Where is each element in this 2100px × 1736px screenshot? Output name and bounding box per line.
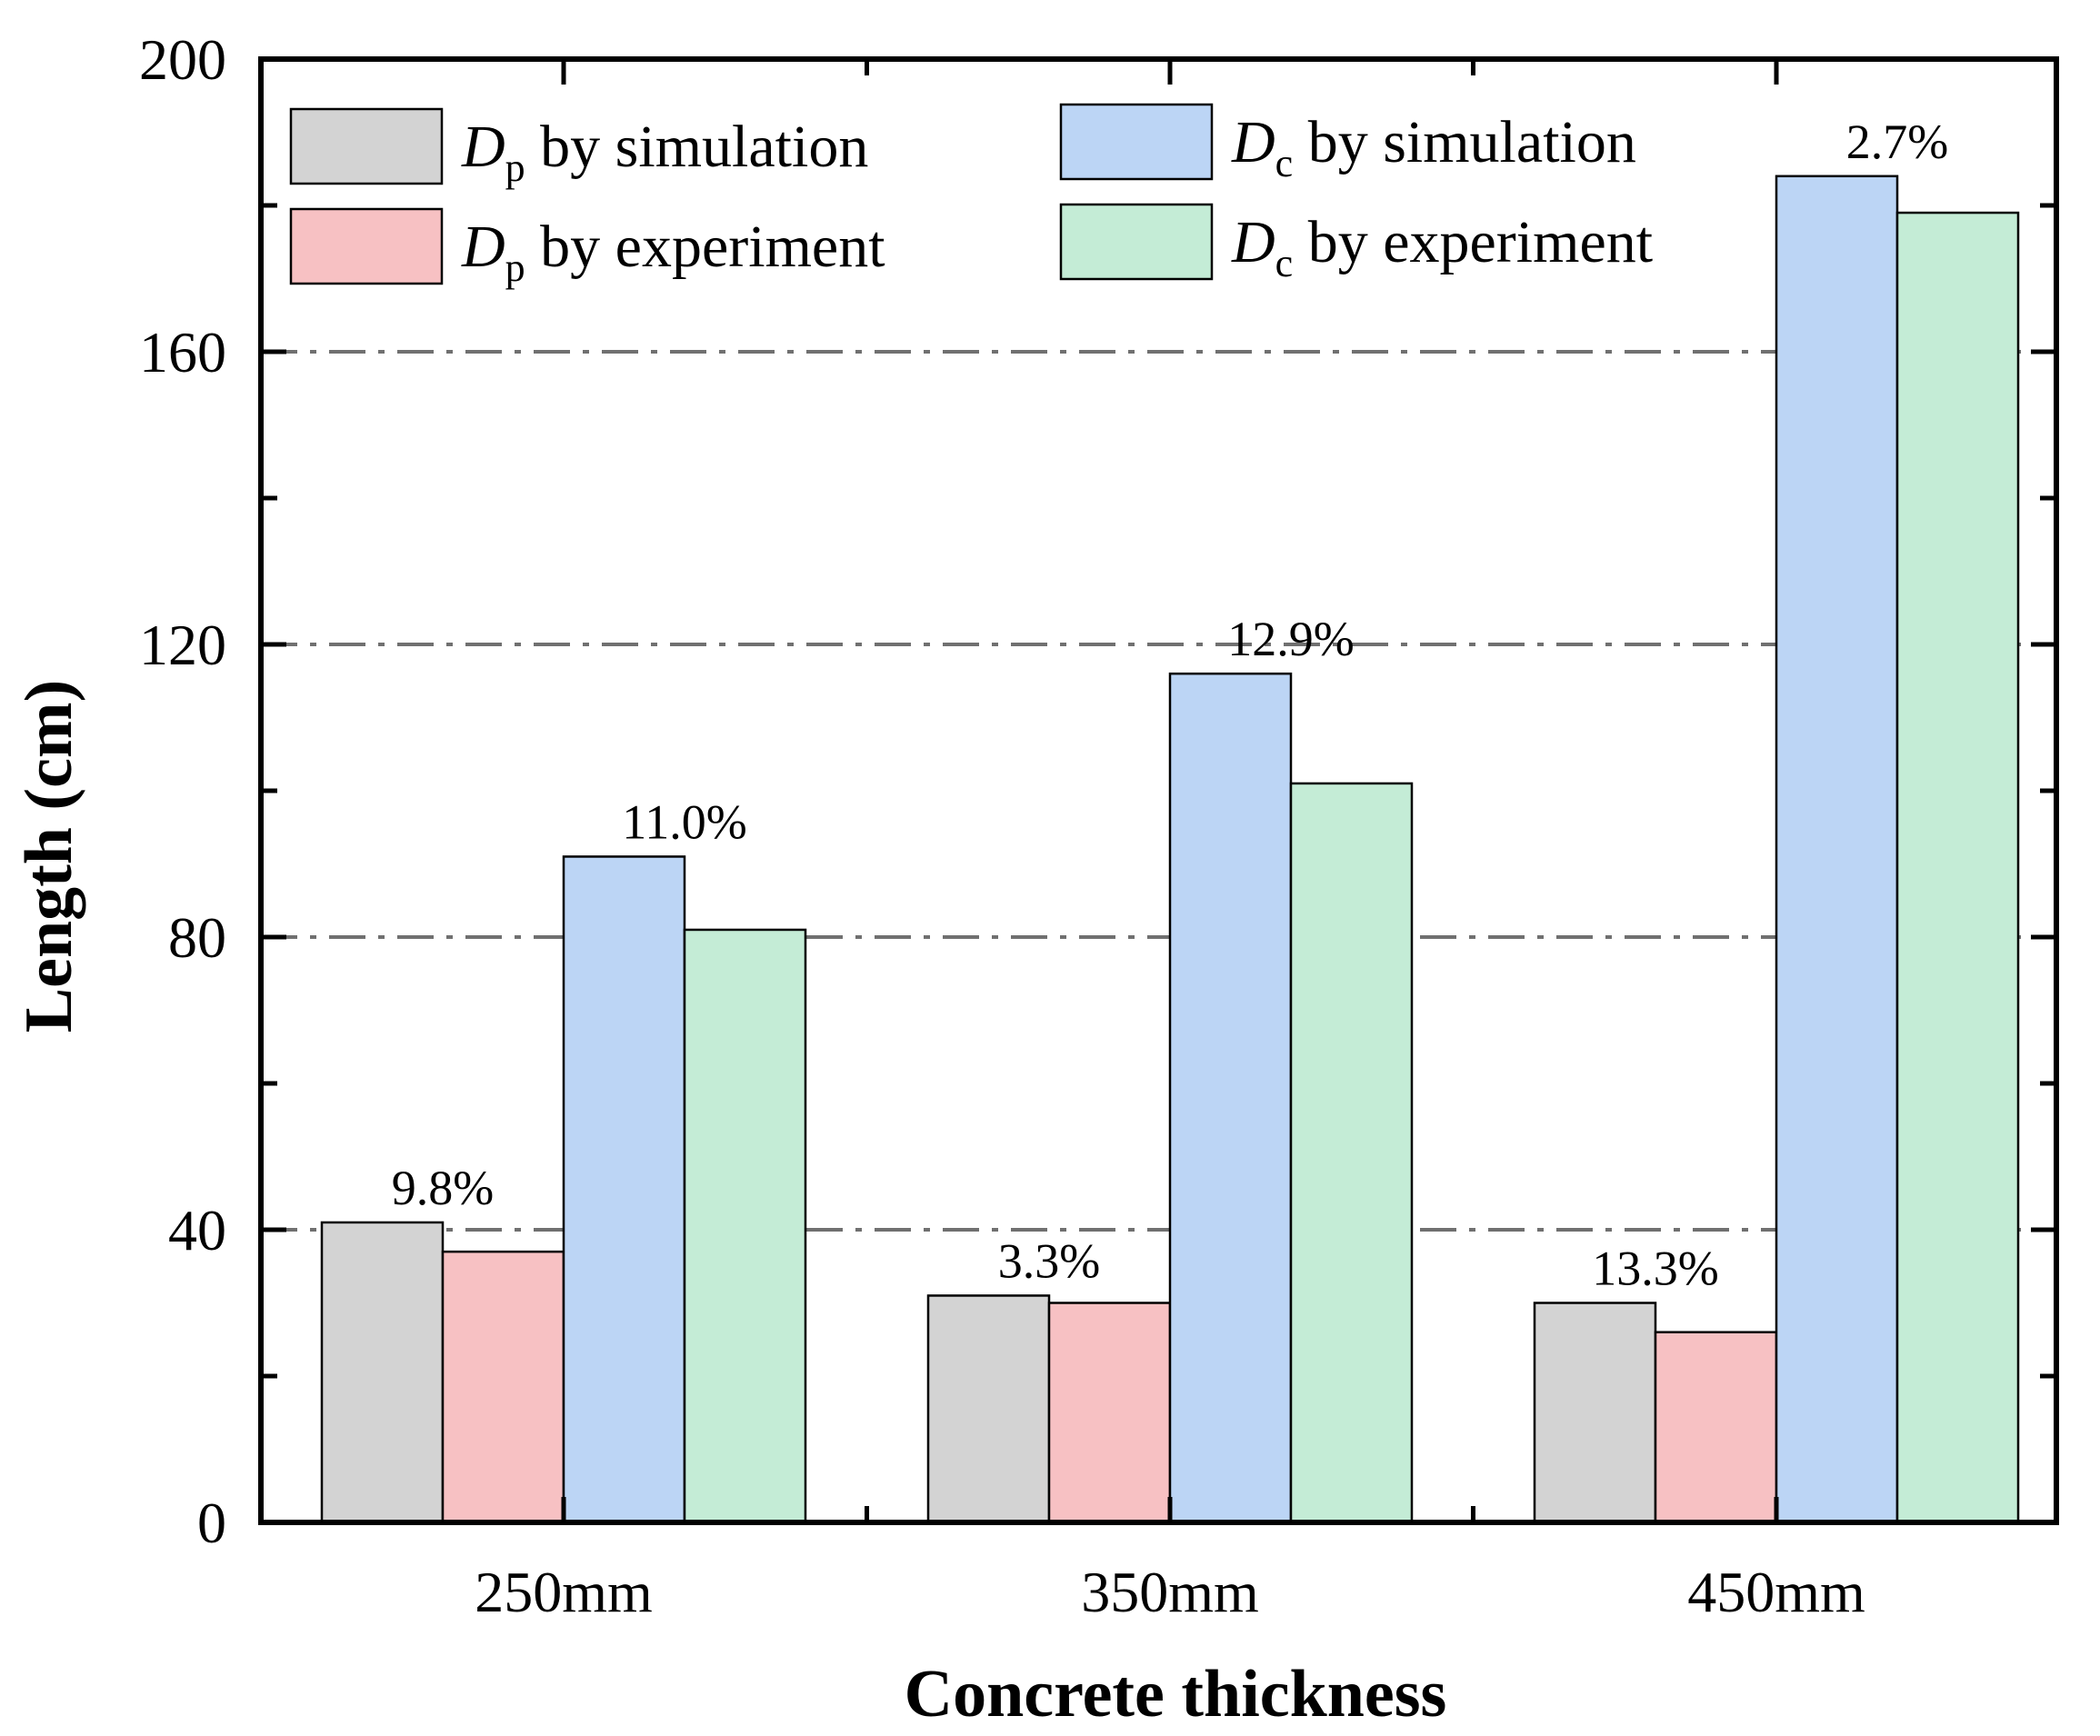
y-tick-label-200: 200 <box>139 27 226 92</box>
y-tick-label-120: 120 <box>139 613 226 677</box>
bar-p-experiment-350mm <box>1047 1302 1172 1524</box>
annotation-Dc-350mm: 12.9% <box>1227 612 1354 666</box>
bar-c-simulation-350mm <box>1168 672 1293 1524</box>
legend-label-3: Dc by experiment <box>1231 209 1653 285</box>
bars <box>320 175 2020 1524</box>
y-tick-label-0: 0 <box>197 1491 226 1555</box>
annotation-Dp-350mm: 3.3% <box>998 1233 1100 1288</box>
grid-lines <box>261 350 2056 1232</box>
bar-p-simulation-350mm <box>926 1294 1051 1524</box>
bar-c-simulation-250mm <box>562 855 686 1524</box>
y-tick-label-160: 160 <box>139 320 226 384</box>
bar-c-experiment-250mm <box>683 928 807 1524</box>
tick-labels: 0 40 80 120 160 200 250mm 350mm 450mm <box>139 27 1865 1624</box>
y-tick-label-40: 40 <box>168 1198 226 1262</box>
bar-p-experiment-450mm <box>1654 1331 1778 1524</box>
legend-label-1: Dp by experiment <box>461 214 885 290</box>
bar-c-experiment-350mm <box>1289 782 1414 1524</box>
y-axis-title: Length (cm) <box>12 680 86 1033</box>
x-axis-title: Concrete thickness <box>905 1657 1447 1731</box>
legend-swatch-1 <box>289 207 444 285</box>
x-tick-label-250mm: 250mm <box>475 1560 653 1624</box>
bar-p-experiment-250mm <box>441 1250 565 1524</box>
annotation-Dc-450mm: 2.7% <box>1846 115 1948 169</box>
percentage-annotations: 9.8% 11.0% 3.3% 12.9% 13.3% 2.7% <box>392 115 1948 1296</box>
legend-label-2: Dc by simulation <box>1231 109 1636 185</box>
axis-ticks <box>261 56 2056 1525</box>
bar-c-simulation-450mm <box>1775 175 1899 1524</box>
legend: Dp by simulation Dp by experiment Dc by si… <box>289 103 1653 290</box>
x-tick-label-350mm: 350mm <box>1081 1560 1259 1624</box>
bar-p-simulation-250mm <box>320 1221 445 1524</box>
bar-p-simulation-450mm <box>1533 1302 1657 1524</box>
y-tick-label-80: 80 <box>168 905 226 970</box>
legend-label-0: Dp by simulation <box>461 114 868 190</box>
x-tick-label-450mm: 450mm <box>1687 1560 1865 1624</box>
bar-c-experiment-450mm <box>1895 211 2020 1524</box>
annotation-Dp-250mm: 9.8% <box>392 1161 494 1215</box>
annotation-Dp-450mm: 13.3% <box>1592 1242 1718 1296</box>
legend-swatch-3 <box>1059 203 1214 281</box>
legend-swatch-0 <box>289 107 444 185</box>
annotation-Dc-250mm: 11.0% <box>622 794 746 849</box>
legend-swatch-2 <box>1059 103 1214 181</box>
